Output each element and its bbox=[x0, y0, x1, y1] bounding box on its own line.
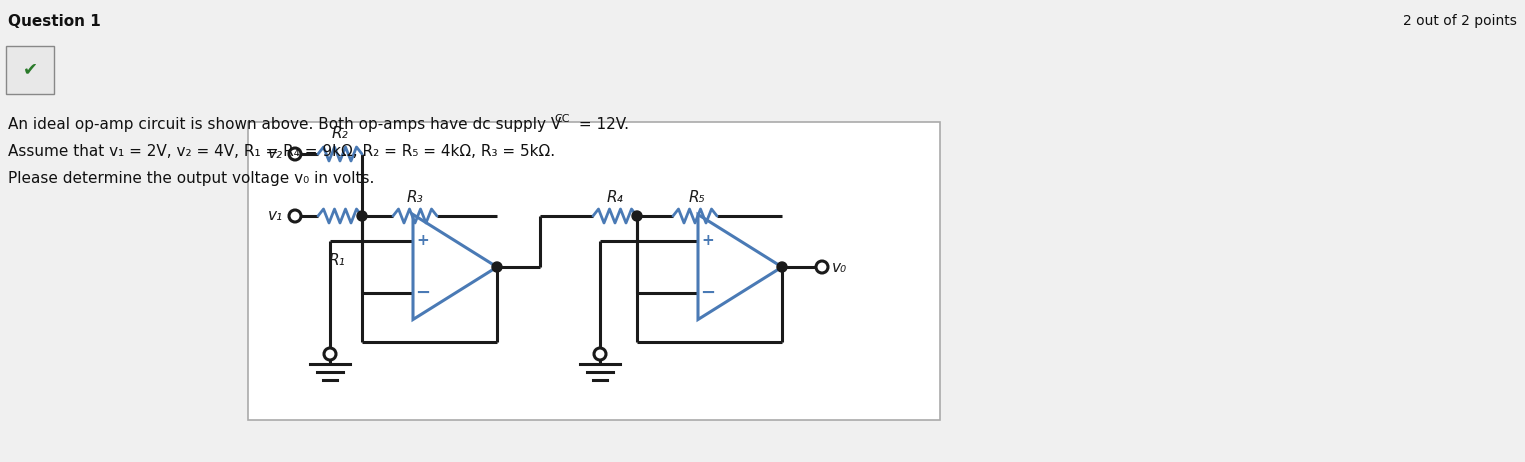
Text: +: + bbox=[416, 233, 430, 248]
Text: Assume that v₁ = 2V, v₂ = 4V, R₁ = R₄ = 9kΩ, R₂ = R₅ = 4kΩ, R₃ = 5kΩ.: Assume that v₁ = 2V, v₂ = 4V, R₁ = R₄ = … bbox=[8, 144, 555, 159]
Text: +: + bbox=[702, 233, 714, 248]
Text: Question 1: Question 1 bbox=[8, 14, 101, 29]
Text: v₀: v₀ bbox=[833, 260, 846, 274]
Circle shape bbox=[595, 348, 605, 360]
Text: R₂: R₂ bbox=[331, 126, 348, 141]
Text: −: − bbox=[700, 284, 715, 302]
Text: R₁: R₁ bbox=[328, 253, 345, 268]
Circle shape bbox=[816, 261, 828, 273]
Text: Please determine the output voltage v₀ in volts.: Please determine the output voltage v₀ i… bbox=[8, 171, 374, 186]
Circle shape bbox=[778, 262, 787, 272]
Circle shape bbox=[357, 211, 368, 221]
Circle shape bbox=[631, 211, 642, 221]
Text: 2 out of 2 points: 2 out of 2 points bbox=[1403, 14, 1517, 28]
Circle shape bbox=[290, 148, 300, 160]
Text: ✔: ✔ bbox=[23, 60, 38, 78]
Text: R₄: R₄ bbox=[607, 190, 624, 205]
Circle shape bbox=[290, 210, 300, 222]
Circle shape bbox=[323, 348, 336, 360]
Text: = 12V.: = 12V. bbox=[573, 117, 628, 132]
Text: −: − bbox=[415, 284, 430, 302]
Text: v₁: v₁ bbox=[268, 208, 284, 224]
Circle shape bbox=[493, 262, 502, 272]
Text: v₂: v₂ bbox=[268, 146, 284, 162]
Text: R₃: R₃ bbox=[407, 190, 424, 205]
Text: R₅: R₅ bbox=[689, 190, 706, 205]
FancyBboxPatch shape bbox=[6, 46, 53, 94]
Text: An ideal op-amp circuit is shown above. Both op-amps have dc supply V: An ideal op-amp circuit is shown above. … bbox=[8, 117, 561, 132]
Text: CC: CC bbox=[554, 114, 569, 124]
FancyBboxPatch shape bbox=[249, 122, 939, 420]
